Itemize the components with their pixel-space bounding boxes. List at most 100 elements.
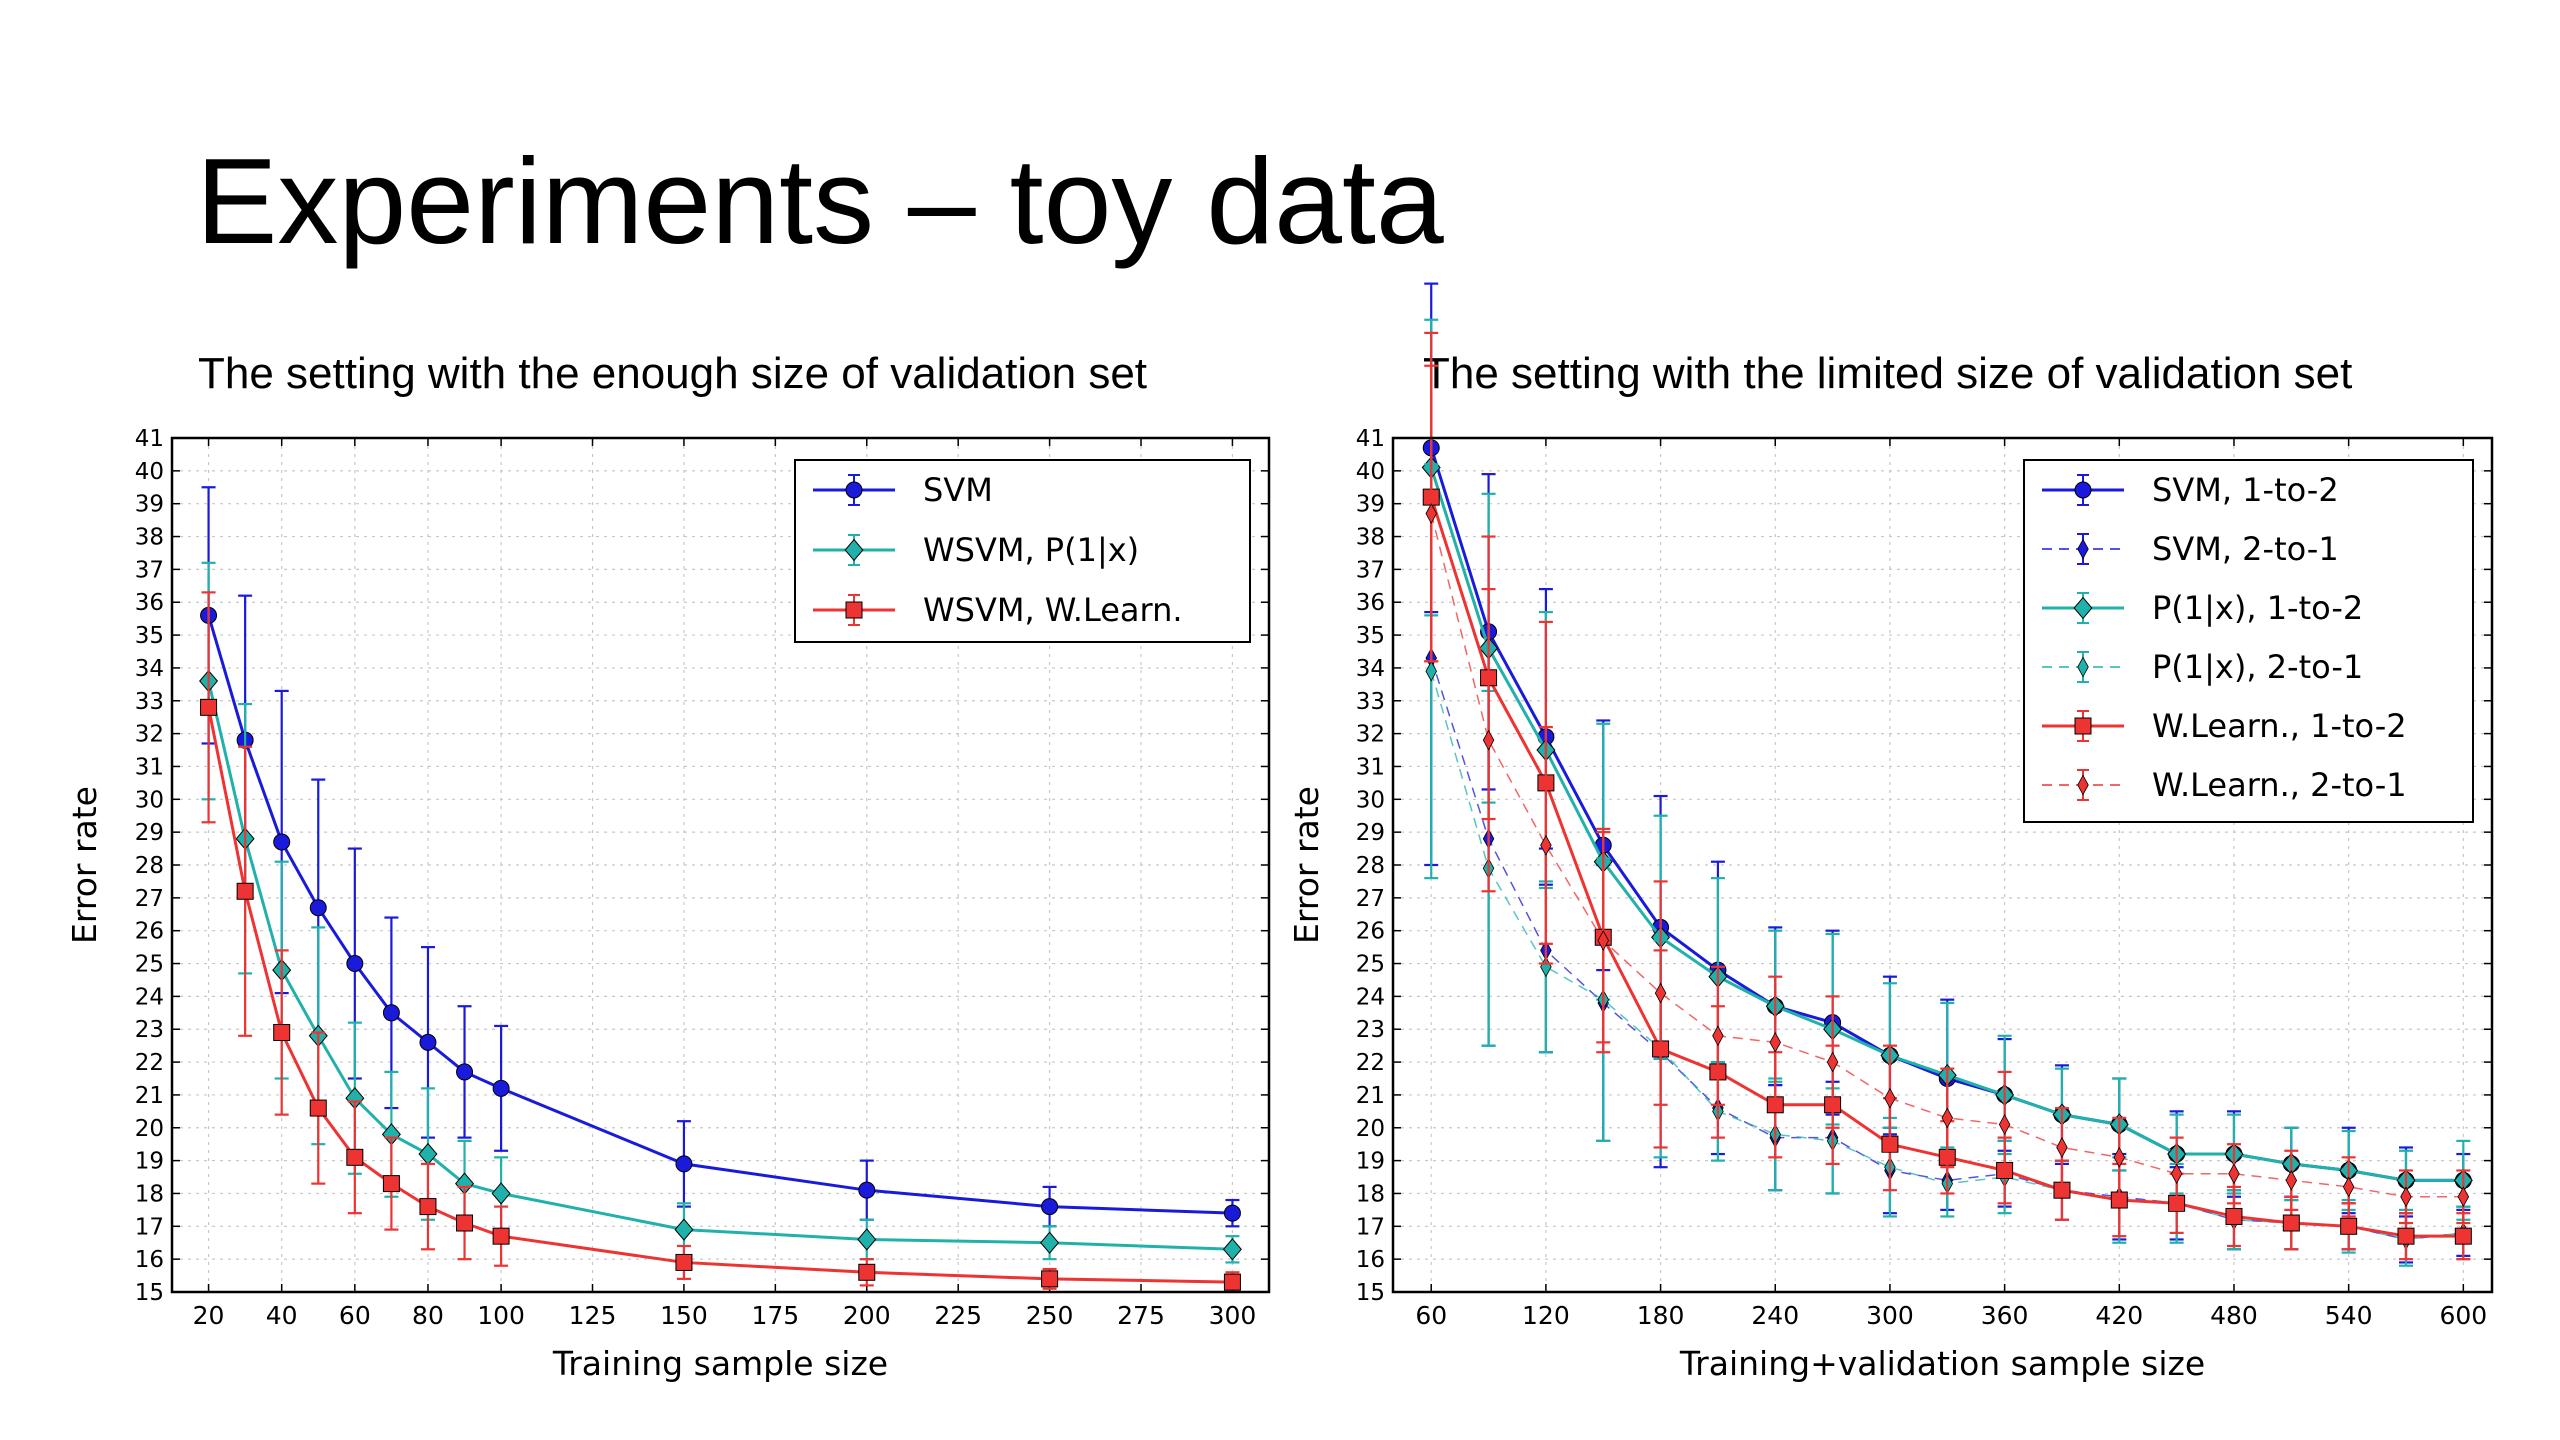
data-point	[2056, 1137, 2068, 1158]
y-tick-label: 16	[1356, 1247, 1385, 1273]
y-tick-label: 27	[1356, 886, 1385, 912]
chart-right-ylabel: Error rate	[1287, 786, 1326, 944]
y-tick-label: 21	[1356, 1083, 1385, 1109]
data-point	[1769, 1031, 1781, 1053]
x-tick-label: 120	[1522, 1301, 1570, 1330]
slide-title: Experiments – toy data	[196, 133, 1444, 269]
y-tick-label: 17	[1356, 1214, 1385, 1240]
y-tick-label: 32	[135, 722, 164, 748]
data-point	[1040, 1231, 1060, 1254]
data-point	[2342, 1176, 2355, 1198]
x-tick-label: 540	[2325, 1301, 2373, 1330]
data-point	[492, 1079, 510, 1097]
data-point	[1941, 1107, 1954, 1129]
chart-right-series-6	[1424, 364, 2471, 1225]
chart-left-plot-frame	[170, 436, 1271, 1294]
data-point	[1826, 1051, 1839, 1073]
chart-right-subtitle: The setting with the limited size of val…	[1423, 349, 2353, 398]
legend-label: SVM	[923, 471, 993, 509]
y-tick-label: 35	[135, 623, 164, 649]
data-point	[1425, 503, 1437, 524]
data-point	[2400, 1186, 2412, 1208]
data-point	[492, 1227, 510, 1245]
y-tick-label: 22	[135, 1050, 164, 1076]
y-tick-label: 23	[135, 1017, 164, 1043]
x-tick-label: 300	[1209, 1301, 1257, 1330]
legend-label: P(1|x), 1-to-2	[2152, 589, 2363, 627]
data-point	[2282, 1214, 2300, 1232]
data-point	[1884, 1087, 1896, 1109]
data-point	[2397, 1227, 2415, 1245]
data-point	[1223, 1204, 1241, 1222]
legend-item: W.Learn., 2-to-1	[2042, 766, 2407, 804]
y-tick-label: 19	[1356, 1149, 1385, 1175]
legend-marker	[2073, 596, 2093, 620]
x-tick-label: 240	[1751, 1301, 1799, 1330]
data-point	[382, 1175, 400, 1193]
data-point	[675, 1253, 693, 1271]
chart-left-axes: 20 40 60 80 100 125 150 175 200 225 250 275 300 15 16 1…	[135, 426, 1269, 1330]
legend-item: P(1|x), 1-to-2	[2042, 589, 2363, 627]
y-tick-label: 28	[135, 853, 164, 879]
y-tick-label: 26	[1356, 919, 1385, 945]
y-tick-label: 35	[1356, 623, 1385, 649]
y-tick-label: 30	[1356, 787, 1385, 813]
x-tick-label: 360	[1981, 1301, 2029, 1330]
data-point	[2170, 1163, 2183, 1185]
x-tick-label: 100	[477, 1301, 525, 1330]
data-point	[273, 1024, 291, 1042]
legend-marker	[2077, 774, 2089, 796]
x-tick-label: 250	[1026, 1301, 1074, 1330]
x-tick-label: 480	[2210, 1301, 2258, 1330]
data-point	[1482, 729, 1495, 751]
data-point	[236, 882, 254, 900]
y-tick-label: 34	[1356, 656, 1385, 682]
x-tick-label: 200	[843, 1301, 891, 1330]
data-point	[419, 1033, 437, 1051]
x-tick-label: 275	[1117, 1301, 1165, 1330]
y-tick-label: 37	[1356, 557, 1385, 583]
x-tick-label: 180	[1637, 1301, 1685, 1330]
legend-marker	[2077, 656, 2089, 678]
legend-label: WSVM, W.Learn.	[923, 591, 1183, 629]
legend-marker	[2074, 481, 2092, 499]
y-tick-label: 32	[1356, 722, 1385, 748]
data-point	[456, 1063, 474, 1081]
y-tick-label: 41	[1356, 426, 1385, 452]
data-point	[346, 1148, 364, 1166]
data-point	[2225, 1207, 2243, 1225]
legend-item: WSVM, W.Learn.	[813, 591, 1183, 629]
data-point	[2285, 1169, 2298, 1191]
x-tick-label: 225	[934, 1301, 982, 1330]
y-tick-label: 37	[135, 557, 164, 583]
data-point	[858, 1263, 876, 1281]
y-tick-label: 38	[1356, 525, 1385, 551]
legend-marker	[2077, 538, 2089, 560]
legend-label: P(1|x), 2-to-1	[2152, 648, 2363, 686]
y-tick-label: 16	[135, 1247, 164, 1273]
y-tick-label: 23	[1356, 1017, 1385, 1043]
y-tick-label: 19	[135, 1149, 164, 1175]
y-tick-label: 20	[1356, 1116, 1385, 1142]
data-point	[346, 955, 364, 973]
y-tick-label: 30	[135, 787, 164, 813]
data-point	[1998, 1114, 2011, 1135]
data-point	[1712, 1025, 1724, 1047]
data-point	[858, 1181, 876, 1199]
y-tick-label: 24	[1356, 984, 1385, 1010]
data-point	[309, 1099, 327, 1117]
y-tick-label: 29	[135, 820, 164, 846]
x-tick-label: 40	[266, 1301, 298, 1330]
y-tick-label: 17	[135, 1214, 164, 1240]
y-tick-label: 41	[135, 426, 164, 452]
data-point	[2228, 1163, 2240, 1185]
legend-item: WSVM, P(1|x)	[813, 531, 1139, 569]
y-tick-label: 38	[135, 525, 164, 551]
data-point	[1540, 834, 1552, 856]
x-tick-label: 175	[751, 1301, 799, 1330]
chart-right-xlabel: Training+validation sample size	[1679, 1344, 2205, 1383]
x-tick-label: 80	[412, 1301, 444, 1330]
legend-item: P(1|x), 2-to-1	[2042, 648, 2363, 686]
data-point	[200, 698, 218, 716]
